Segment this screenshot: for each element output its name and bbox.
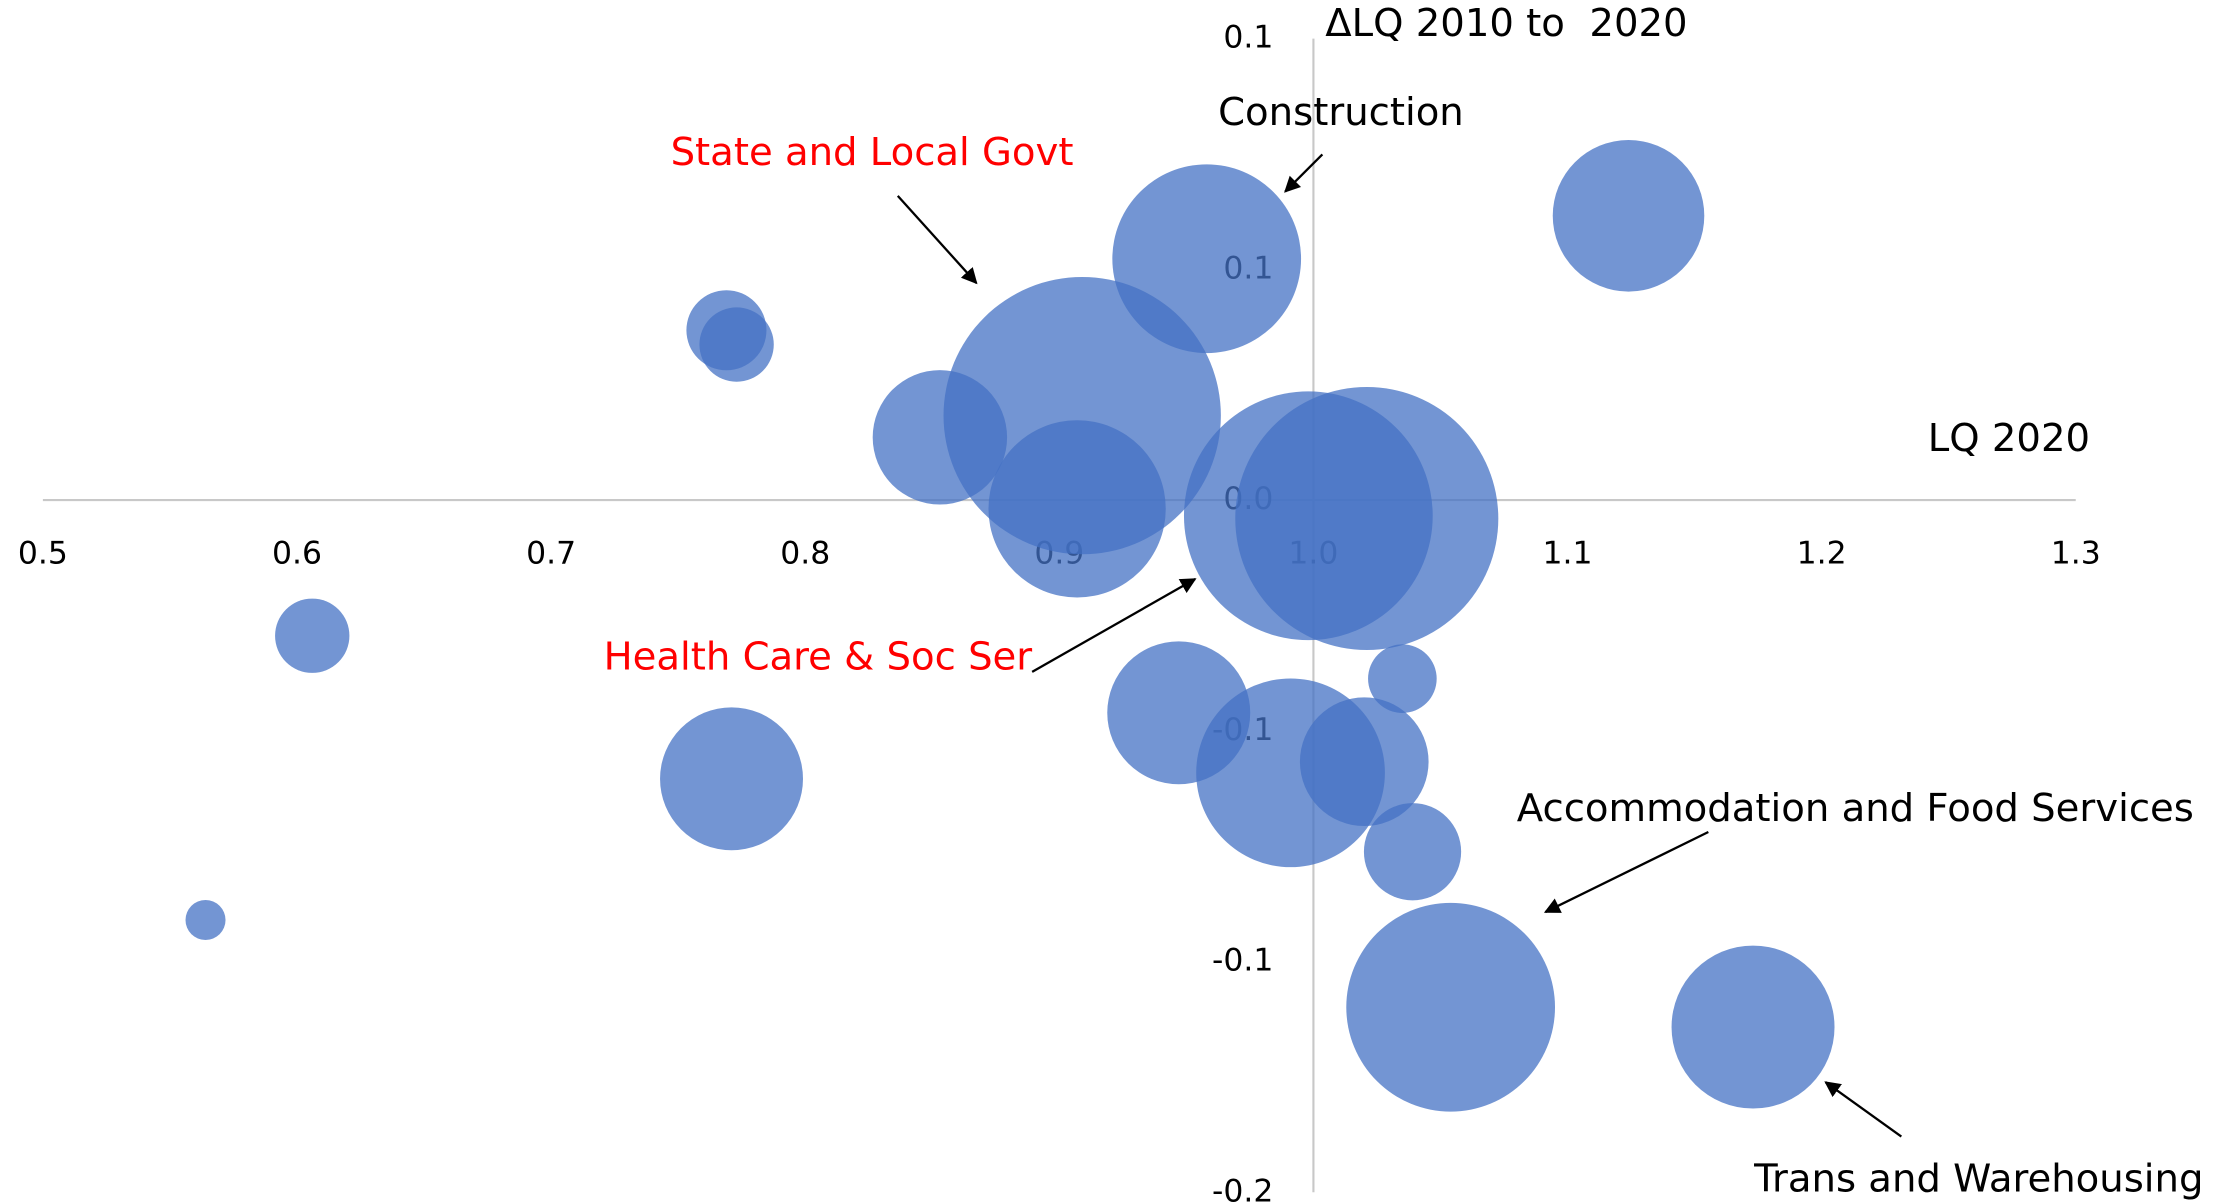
bubble [1346,902,1556,1112]
bubble [1235,387,1499,651]
bubble [1552,140,1705,292]
bubble [1299,697,1429,827]
bubble [275,598,350,673]
bubble [872,370,1008,505]
annotation: Health Care & Soc Ser [604,635,1033,680]
x-tick-label: 0.5 [18,535,68,571]
x-tick-label: 1.3 [2051,535,2101,571]
arrow [1284,153,1324,193]
x-tick-label: 1.2 [1797,535,1847,571]
bubble [1671,945,1835,1109]
bubble [699,307,774,382]
labels: Construction State and Local Govt Health C… [604,90,2204,1201]
arrow [1031,577,1197,673]
annotation: Construction [1218,90,1464,135]
bubble [988,420,1166,598]
y-tick-label: -0.1 [1212,943,1273,979]
y-axis-title: ΔLQ 2010 to 2020 [1325,1,1687,46]
x-tick-label: 1.1 [1543,535,1593,571]
y-tick-label: -0.2 [1212,1173,1273,1204]
bubble [1363,803,1462,901]
x-tick-label: 0.6 [272,535,322,571]
annotation: State and Local Govt [671,130,1074,175]
x-tick-label: 0.7 [526,535,576,571]
x-tick-label: 0.8 [780,535,830,571]
y-tick-label: 0.1 [1223,20,1273,56]
bubble [185,899,226,941]
bubble [1368,644,1437,713]
arrow [1543,830,1709,914]
annotation: Accommodation and Food Services [1517,786,2194,831]
annotation: Trans and Warehousing [1753,1156,2203,1201]
bubbles [185,140,1835,1112]
arrow [1824,1081,1903,1138]
x-axis-title: LQ 2020 [1928,416,2090,461]
arrow [896,195,978,285]
bubble [660,707,803,851]
